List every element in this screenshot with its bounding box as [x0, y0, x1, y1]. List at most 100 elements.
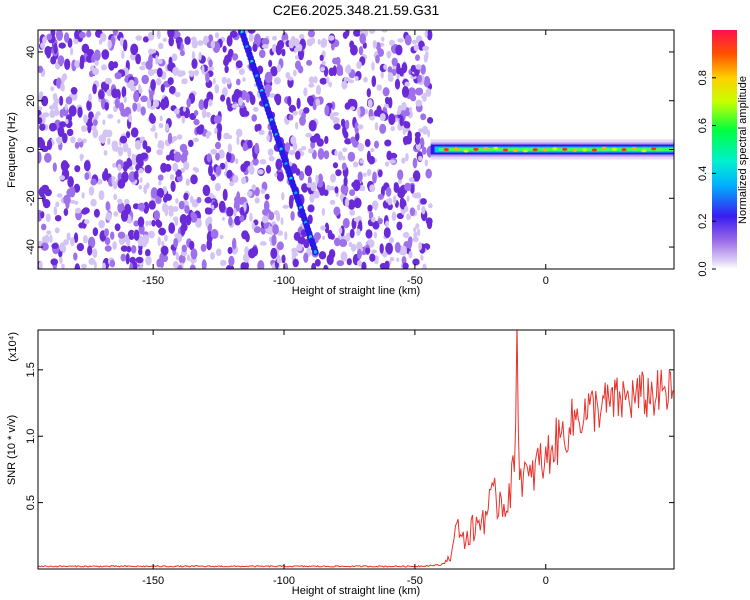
noise-speckle — [385, 161, 390, 167]
noise-speckle — [91, 54, 96, 63]
noise-speckle — [367, 204, 373, 212]
noise-speckle — [385, 187, 392, 197]
noise-speckle — [386, 50, 392, 59]
noise-speckle — [107, 137, 111, 145]
noise-speckle — [208, 34, 214, 43]
noise-speckle — [174, 91, 181, 98]
noise-speckle — [251, 184, 257, 191]
noise-speckle — [242, 142, 248, 152]
snr-marks — [38, 330, 674, 568]
noise-speckle — [221, 76, 227, 85]
noise-speckle — [315, 84, 322, 95]
noise-speckle — [92, 83, 97, 95]
noise-speckle — [404, 205, 409, 213]
noise-speckle — [110, 231, 115, 240]
noise-speckle — [244, 246, 250, 256]
noise-speckle — [155, 54, 159, 65]
noise-speckle — [104, 77, 112, 85]
noise-speckle — [95, 111, 101, 117]
noise-speckle — [226, 78, 231, 85]
colorbar-ticks: 0.0 0.2 0.4 0.6 0.8 — [697, 70, 716, 277]
noise-speckle — [276, 241, 284, 251]
noise-speckle — [301, 183, 309, 193]
noise-speckle — [319, 77, 327, 85]
y-tick-label: 40 — [25, 46, 37, 58]
colorbar-tick-label: 0.6 — [697, 118, 709, 133]
heatmap-y-label: Frequency (Hz) — [6, 112, 18, 188]
noise-speckle — [416, 228, 421, 237]
heatmap-panel: -150 -100 -50 0 -40 -20 0 20 40 Height of strai… — [6, 29, 675, 297]
noise-speckle — [353, 161, 359, 168]
noise-speckle — [366, 239, 374, 245]
noise-speckle — [100, 32, 107, 43]
noise-speckle — [348, 79, 354, 84]
noise-speckle — [42, 112, 50, 118]
noise-speckle — [287, 95, 292, 107]
noise-speckle — [315, 98, 321, 107]
noise-speckle — [50, 258, 58, 266]
noise-speckle — [264, 71, 273, 84]
noise-speckle — [232, 174, 239, 184]
noise-speckle — [109, 259, 116, 268]
noise-speckle — [243, 201, 247, 212]
noise-speckle — [63, 194, 71, 205]
noise-speckle — [64, 103, 68, 111]
noise-speckle — [321, 60, 326, 65]
noise-speckle — [61, 75, 65, 84]
noise-speckle — [350, 44, 358, 56]
noise-speckle — [135, 53, 142, 65]
noise-speckle — [389, 237, 394, 244]
carrier-peak — [473, 147, 479, 151]
noise-speckle — [415, 64, 422, 70]
noise-speckle — [38, 138, 46, 150]
noise-speckle — [55, 136, 63, 144]
noise-speckle — [74, 200, 79, 205]
noise-speckle — [353, 217, 360, 222]
noise-speckle — [363, 76, 368, 83]
noise-speckle — [293, 69, 297, 77]
noise-speckle — [389, 159, 396, 164]
noise-speckle — [112, 162, 117, 168]
noise-speckle — [323, 189, 329, 197]
noise-speckle — [403, 121, 411, 129]
noise-speckle — [150, 127, 156, 132]
noise-speckle — [288, 149, 296, 156]
noise-speckle — [327, 229, 333, 240]
carrier-peak — [512, 148, 519, 153]
colorbar: 0.0 0.2 0.4 0.6 0.8 Normalized spectral ampl… — [697, 30, 749, 277]
noise-speckle — [265, 164, 272, 174]
noise-speckle — [190, 211, 196, 220]
noise-speckle — [222, 87, 228, 97]
noise-speckle — [155, 219, 162, 227]
noise-speckle — [92, 67, 99, 76]
noise-speckle — [271, 234, 277, 246]
noise-speckle — [205, 131, 210, 139]
noise-speckle — [101, 49, 110, 60]
noise-speckle — [254, 33, 261, 46]
noise-speckle — [328, 81, 333, 88]
noise-speckle — [356, 61, 362, 69]
carrier-peak — [552, 147, 558, 151]
noise-speckle — [98, 134, 106, 143]
noise-speckle — [320, 67, 326, 72]
noise-speckle — [222, 45, 227, 53]
noise-speckle — [233, 208, 237, 217]
noise-speckle — [52, 162, 57, 172]
noise-speckle — [52, 93, 58, 101]
noise-speckle — [318, 251, 327, 260]
colorbar-tick-label: 0.2 — [697, 214, 709, 229]
noise-speckle — [41, 95, 49, 107]
noise-speckle — [388, 113, 396, 125]
noise-speckle — [343, 176, 348, 187]
noise-speckle — [158, 122, 164, 129]
noise-speckle — [183, 161, 190, 171]
noise-speckle — [394, 78, 401, 90]
noise-speckle — [315, 174, 319, 184]
noise-speckle — [418, 155, 423, 161]
noise-speckle — [384, 139, 392, 147]
noise-speckle — [365, 247, 371, 254]
noise-speckle — [178, 254, 186, 264]
carrier-peak — [562, 147, 568, 151]
noise-speckle — [404, 81, 410, 87]
noise-speckle — [261, 215, 269, 224]
